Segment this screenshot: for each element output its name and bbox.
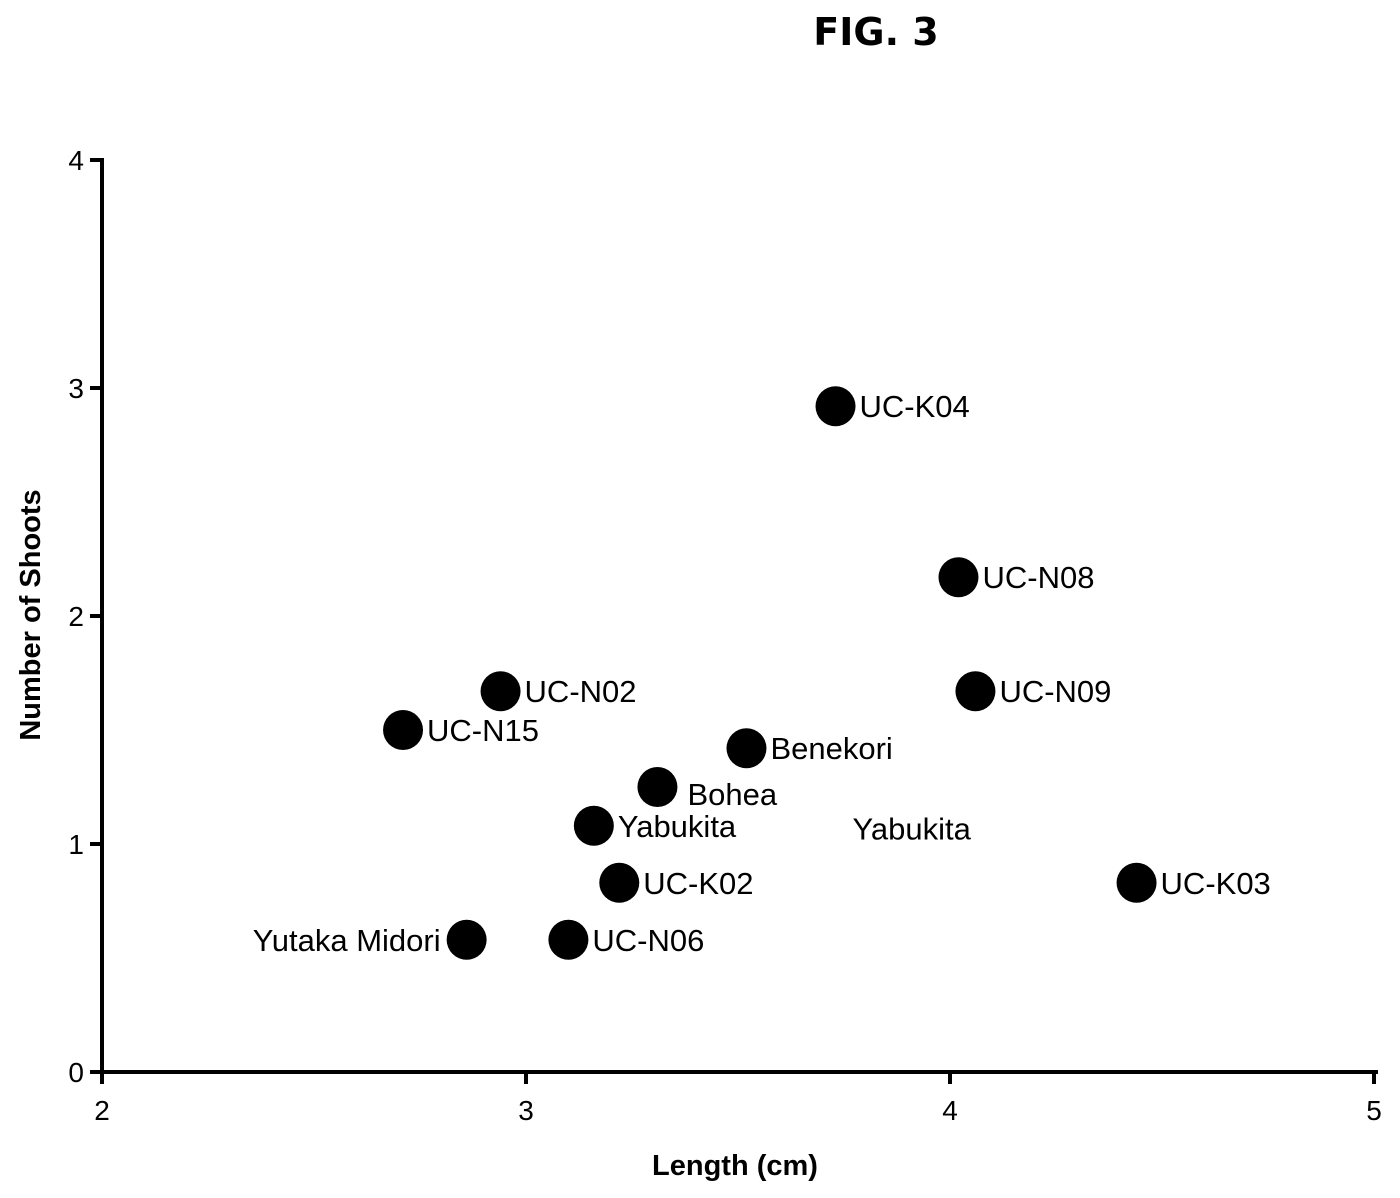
y-tick-label: 0: [68, 1057, 84, 1088]
point-label: Benekori: [770, 731, 892, 766]
point-label: UC-N02: [525, 674, 637, 709]
point-label: UC-N15: [427, 713, 539, 748]
point-label: UC-K04: [860, 389, 970, 424]
y-tick-label: 2: [68, 601, 84, 632]
data-point: [383, 710, 424, 750]
point-labels: UC-K04 UC-N08 UC-N02 UC-N09 UC-N15 Benekori Bo…: [253, 389, 1271, 958]
annotation-label: Yabukita: [852, 811, 971, 846]
x-tick-label: 5: [1366, 1095, 1382, 1126]
chart-annotations: Yabukita: [852, 811, 971, 846]
point-label: UC-N09: [999, 674, 1111, 709]
data-point: [1116, 862, 1157, 903]
point-label: Yabukita: [618, 809, 737, 844]
point-label: UC-K03: [1161, 866, 1271, 901]
x-tick-label: 2: [94, 1095, 110, 1126]
y-axis-ticks: 0 1 2 3 4: [68, 145, 102, 1088]
data-point: [599, 862, 640, 903]
x-axis-title: Length (cm): [652, 1150, 818, 1182]
point-label: Yutaka Midori: [253, 923, 441, 958]
data-point: [938, 557, 979, 598]
point-label: UC-N06: [592, 923, 704, 958]
data-points: [383, 386, 1157, 960]
point-label: Bohea: [687, 777, 777, 812]
x-tick-label: 3: [518, 1095, 534, 1126]
data-point: [573, 805, 614, 846]
point-label: UC-K02: [643, 866, 753, 901]
figure-title: FIG. 3: [813, 10, 939, 54]
x-tick-label: 4: [942, 1095, 958, 1126]
data-point: [637, 767, 678, 807]
data-point: [446, 919, 487, 960]
data-point: [726, 728, 767, 769]
y-tick-label: 4: [68, 145, 84, 176]
data-point: [815, 386, 856, 427]
x-axis-ticks: 2 3 4 5: [94, 1072, 1382, 1126]
data-point: [480, 671, 521, 712]
data-point: [548, 919, 589, 960]
data-point: [955, 671, 996, 712]
y-tick-label: 1: [68, 829, 84, 860]
y-tick-label: 3: [68, 373, 84, 404]
y-axis-title: Number of Shoots: [15, 489, 47, 740]
point-label: UC-N08: [982, 560, 1094, 595]
